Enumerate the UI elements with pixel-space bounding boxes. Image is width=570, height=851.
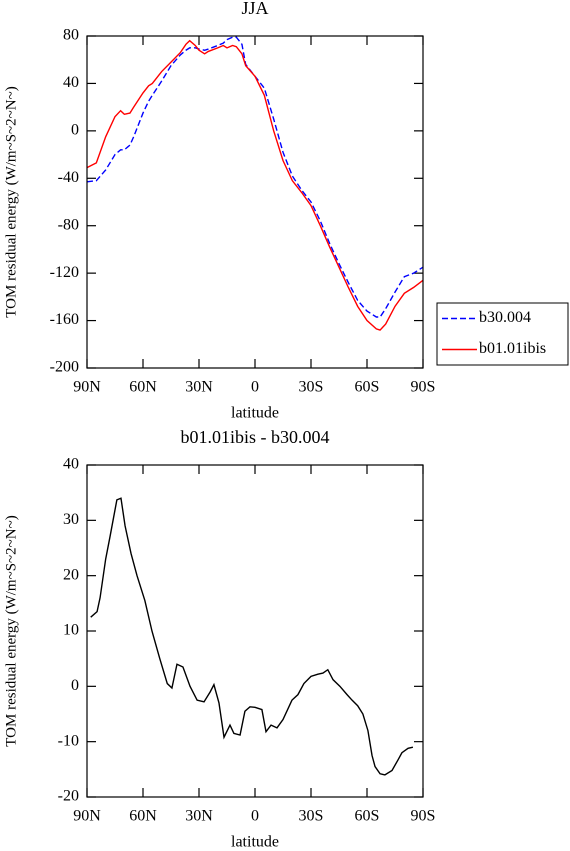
series-line	[86, 39, 424, 331]
y-tick-label: 20	[63, 566, 79, 583]
x-tick-label: 60S	[355, 808, 380, 825]
x-tick-label: 60N	[129, 808, 157, 825]
chart-title: JJA	[241, 0, 268, 18]
y-tick-label: 30	[63, 511, 79, 528]
y-tick-label: -20	[58, 788, 79, 805]
x-axis-label: latitude	[231, 834, 279, 851]
y-tick-label: 80	[63, 27, 79, 44]
y-tick-label: 40	[63, 456, 79, 473]
x-tick-label: 0	[251, 808, 259, 825]
x-tick-label: 60S	[355, 379, 380, 396]
x-tick-label: 90N	[73, 808, 101, 825]
x-tick-label: 90S	[411, 379, 436, 396]
y-tick-label: -120	[50, 264, 79, 281]
y-tick-label: 10	[63, 622, 79, 639]
x-tick-label: 60N	[129, 379, 157, 396]
legend-label: b01.01ibis	[479, 340, 546, 357]
x-tick-label: 30S	[299, 379, 324, 396]
y-tick-label: 0	[71, 122, 79, 139]
y-axis-label: TOM residual energy (W/m~S~2~N~)	[3, 86, 19, 317]
y-tick-label: 0	[71, 677, 79, 694]
y-tick-label: 40	[63, 74, 79, 91]
y-axis-label: TOM residual energy (W/m~S~2~N~)	[3, 515, 19, 746]
x-tick-label: 30N	[185, 379, 213, 396]
legend-box	[436, 302, 569, 366]
plot-frame	[86, 35, 424, 369]
chart-title: b01.01ibis - b30.004	[180, 427, 329, 447]
series-line	[90, 497, 414, 776]
y-tick-label: -200	[50, 359, 79, 376]
x-tick-label: 30S	[299, 808, 324, 825]
plot-frame	[86, 464, 424, 798]
x-tick-label: 0	[251, 379, 259, 396]
y-tick-label: -10	[58, 732, 79, 749]
legend-label: b30.004	[479, 309, 531, 326]
x-tick-label: 30N	[185, 808, 213, 825]
y-tick-label: -160	[50, 311, 79, 328]
x-tick-label: 90S	[411, 808, 436, 825]
y-tick-label: -40	[58, 169, 79, 186]
y-tick-label: -80	[58, 216, 79, 233]
x-axis-label: latitude	[231, 405, 279, 422]
series-line	[86, 36, 424, 318]
x-tick-label: 90N	[73, 379, 101, 396]
